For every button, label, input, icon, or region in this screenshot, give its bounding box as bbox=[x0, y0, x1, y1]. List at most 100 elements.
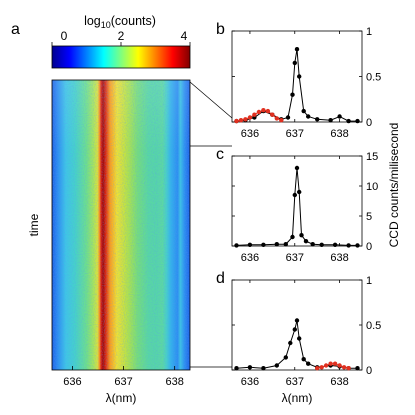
data-point bbox=[346, 118, 351, 124]
x-tick-label: 636 bbox=[241, 252, 259, 264]
y-tick-label: 5 bbox=[366, 211, 372, 223]
data-point bbox=[297, 189, 302, 195]
data-point bbox=[315, 366, 320, 371]
data-point bbox=[283, 355, 288, 360]
data-point bbox=[279, 118, 284, 123]
heatmap-panel: 636 637 638 λ(nm) time bbox=[27, 79, 191, 405]
data-point bbox=[243, 117, 248, 122]
colorbar-tick-label: 0 bbox=[61, 29, 68, 43]
y-tick-label: 0 bbox=[366, 365, 372, 377]
data-point bbox=[337, 363, 342, 368]
data-point bbox=[294, 318, 300, 323]
x-tick-label: 637 bbox=[286, 376, 304, 388]
panel-label-a: a bbox=[11, 21, 20, 38]
data-point bbox=[319, 242, 324, 247]
y-tick-label: 15 bbox=[366, 151, 378, 163]
data-point bbox=[355, 118, 360, 124]
colorbar-title: log10(counts) bbox=[84, 14, 156, 30]
data-point bbox=[238, 118, 244, 123]
series-line-0 bbox=[236, 167, 358, 246]
data-point bbox=[274, 242, 279, 247]
data-point bbox=[247, 242, 253, 247]
data-point bbox=[270, 112, 275, 117]
data-point bbox=[292, 327, 297, 332]
heatmap-x-tick-label: 637 bbox=[114, 376, 132, 388]
y-tick-label: 10 bbox=[366, 181, 378, 193]
data-point bbox=[306, 361, 311, 366]
colorbar-gradient bbox=[51, 45, 191, 69]
x-tick-label: 638 bbox=[330, 376, 348, 388]
heatmap-x-tick-label: 636 bbox=[63, 376, 81, 388]
panel-label-c: c bbox=[216, 146, 224, 163]
data-point bbox=[234, 366, 239, 371]
data-point bbox=[274, 116, 279, 121]
data-point bbox=[292, 192, 297, 198]
connector-b bbox=[189, 81, 233, 119]
heatmap-xlabel: λ(nm) bbox=[106, 391, 137, 405]
data-point bbox=[355, 366, 360, 371]
y-tick-label: 0 bbox=[366, 241, 372, 253]
data-point bbox=[332, 242, 338, 247]
y-tick-label: 0.5 bbox=[366, 72, 381, 84]
data-point bbox=[265, 108, 271, 114]
data-point bbox=[319, 365, 324, 370]
data-point bbox=[346, 366, 351, 371]
spectrum-panel-d: 636 637 638 0 0.5 1 bbox=[231, 275, 381, 388]
colorbar-tick-label: 4 bbox=[181, 29, 188, 43]
heatmap-x-tick-label: 638 bbox=[165, 376, 183, 388]
data-point bbox=[261, 108, 266, 113]
x-tick-label: 636 bbox=[241, 376, 259, 388]
data-point bbox=[301, 108, 306, 114]
data-point bbox=[323, 363, 329, 368]
data-point bbox=[294, 47, 300, 52]
plot-frame bbox=[231, 279, 363, 371]
data-point bbox=[285, 115, 291, 120]
data-point bbox=[303, 239, 309, 244]
y-tick-label: 0.5 bbox=[366, 320, 381, 332]
data-point bbox=[290, 234, 295, 240]
data-point bbox=[247, 115, 253, 120]
data-point bbox=[297, 336, 302, 341]
data-point bbox=[346, 243, 351, 248]
data-point bbox=[274, 363, 279, 368]
data-point bbox=[306, 114, 311, 119]
panel-label-d: d bbox=[216, 270, 225, 287]
data-point bbox=[261, 242, 266, 247]
spectra-xlabel: λ(nm) bbox=[282, 391, 313, 405]
data-point bbox=[301, 357, 306, 362]
data-point bbox=[283, 242, 288, 247]
data-point bbox=[234, 118, 239, 124]
x-tick-label: 636 bbox=[241, 128, 259, 140]
data-point bbox=[252, 112, 257, 117]
x-tick-label: 638 bbox=[330, 128, 348, 140]
data-point bbox=[261, 366, 266, 371]
data-point bbox=[355, 243, 360, 248]
y-tick-label: 0 bbox=[366, 117, 372, 129]
x-tick-label: 637 bbox=[286, 252, 304, 264]
data-point bbox=[297, 74, 302, 79]
data-point bbox=[315, 117, 320, 122]
spectrum-panel-c: 636 637 638 0 5 10 15 bbox=[231, 151, 378, 264]
data-point bbox=[299, 233, 304, 238]
x-tick-label: 638 bbox=[330, 252, 348, 264]
data-point bbox=[234, 243, 239, 248]
panel-label-b: b bbox=[216, 21, 225, 38]
data-point bbox=[328, 361, 333, 366]
connector-lines bbox=[189, 81, 233, 368]
shared-ylabel: CCD counts/milisecond bbox=[387, 123, 401, 248]
heatmap-noise bbox=[52, 80, 190, 370]
data-point bbox=[294, 165, 300, 171]
plot-frame bbox=[231, 30, 363, 123]
y-tick-label: 1 bbox=[366, 275, 372, 287]
x-tick-label: 637 bbox=[286, 128, 304, 140]
data-point bbox=[328, 118, 333, 123]
data-point bbox=[292, 60, 297, 66]
data-point bbox=[341, 365, 347, 370]
data-point bbox=[310, 242, 315, 247]
data-point bbox=[337, 114, 342, 119]
spectrum-panel-b: 636 637 638 0 0.5 1 bbox=[231, 26, 381, 140]
series-line-0 bbox=[236, 320, 358, 369]
heatmap-ylabel: time bbox=[27, 213, 41, 236]
data-point bbox=[288, 340, 293, 346]
